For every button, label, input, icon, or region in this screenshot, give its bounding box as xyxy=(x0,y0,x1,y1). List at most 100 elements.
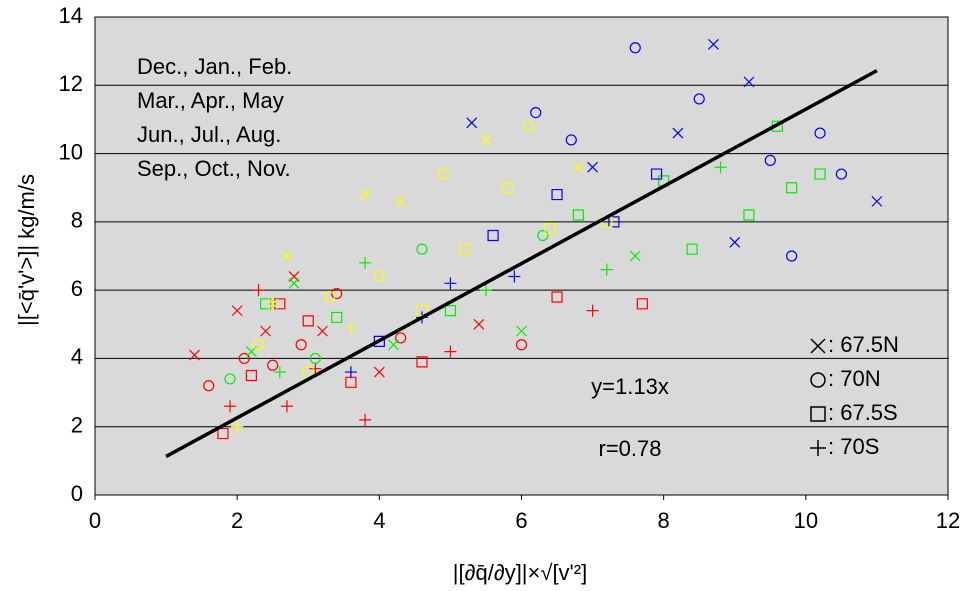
point xyxy=(572,161,584,173)
point xyxy=(189,349,200,361)
point xyxy=(245,369,257,382)
point xyxy=(600,263,613,276)
point xyxy=(344,321,357,334)
point xyxy=(565,134,577,146)
point xyxy=(345,376,357,388)
point xyxy=(537,229,549,242)
point xyxy=(295,339,307,351)
legend-label: Sep., Oct., Nov. xyxy=(137,156,291,181)
point xyxy=(629,250,641,262)
point xyxy=(508,270,521,283)
point xyxy=(280,400,293,413)
y-tick-label: 8 xyxy=(71,208,83,233)
point xyxy=(650,168,663,180)
point xyxy=(224,373,236,385)
y-tick-label: 2 xyxy=(71,413,83,438)
legend-symbol xyxy=(810,440,826,456)
point xyxy=(516,325,527,337)
point xyxy=(587,161,599,173)
point xyxy=(231,420,244,433)
point xyxy=(693,93,705,105)
legend-label: : 67.5N xyxy=(828,332,899,357)
point xyxy=(743,76,755,88)
point xyxy=(501,182,513,194)
point xyxy=(288,277,300,289)
y-tick-label: 4 xyxy=(71,344,83,369)
point xyxy=(608,216,620,228)
point xyxy=(835,168,847,180)
legend-label: : 70N xyxy=(828,366,881,391)
x-tick-label: 0 xyxy=(89,508,101,533)
point xyxy=(260,298,272,310)
legend-label: Jun., Jul., Aug. xyxy=(137,122,281,147)
point xyxy=(551,188,563,201)
point xyxy=(359,256,372,269)
plot-area xyxy=(94,16,949,496)
point xyxy=(395,195,407,207)
annotation: y=1.13x xyxy=(591,374,669,399)
point xyxy=(786,250,798,262)
point xyxy=(267,359,279,371)
x-tick-label: 8 xyxy=(658,508,670,533)
point xyxy=(672,127,684,139)
point xyxy=(636,298,648,310)
point xyxy=(267,298,279,310)
x-tick-label: 12 xyxy=(936,508,960,533)
legend-label: Mar., Apr., May xyxy=(137,88,284,113)
point xyxy=(281,250,293,262)
point xyxy=(323,291,336,303)
point xyxy=(238,352,250,364)
point xyxy=(544,223,556,235)
point xyxy=(416,243,428,255)
point xyxy=(480,134,492,146)
point xyxy=(437,168,449,180)
point xyxy=(373,366,385,378)
point xyxy=(586,304,599,317)
point xyxy=(252,339,265,351)
point xyxy=(224,400,237,413)
point xyxy=(479,284,492,297)
legend-label: : 70S xyxy=(828,434,879,459)
y-tick-label: 10 xyxy=(59,139,83,164)
point xyxy=(331,288,343,300)
y-axis-label: |[<q̄'v'>]| kg/m/s xyxy=(14,174,39,326)
legend-symbol xyxy=(810,372,826,388)
x-tick-label: 4 xyxy=(373,508,385,533)
point xyxy=(515,339,528,351)
point xyxy=(629,42,641,54)
point xyxy=(786,182,798,194)
legend-label: Dec., Jan., Feb. xyxy=(137,54,292,79)
point xyxy=(444,345,457,358)
point xyxy=(273,366,286,379)
point xyxy=(395,332,407,344)
legend-symbol xyxy=(810,406,826,422)
point xyxy=(416,356,428,368)
point xyxy=(231,305,243,317)
point xyxy=(373,270,385,283)
point xyxy=(359,413,372,426)
point xyxy=(743,209,755,221)
point xyxy=(317,325,328,337)
point xyxy=(572,209,584,221)
point xyxy=(344,366,357,379)
x-tick-label: 2 xyxy=(231,508,243,533)
point xyxy=(871,195,883,207)
point xyxy=(388,339,399,351)
point xyxy=(252,284,265,297)
point xyxy=(203,380,215,392)
point xyxy=(309,362,322,375)
point xyxy=(302,315,314,327)
point xyxy=(814,127,826,139)
point xyxy=(714,161,727,174)
x-axis-label: |[∂q̄/∂y]|×√[v'²] xyxy=(453,560,587,585)
y-tick-label: 6 xyxy=(71,276,83,301)
point xyxy=(764,154,776,166)
point xyxy=(530,107,542,119)
legend-label: : 67.5S xyxy=(828,400,898,425)
point xyxy=(473,318,485,330)
x-tick-label: 6 xyxy=(515,508,527,533)
point xyxy=(729,236,741,248)
point xyxy=(523,120,535,132)
point xyxy=(686,243,698,255)
